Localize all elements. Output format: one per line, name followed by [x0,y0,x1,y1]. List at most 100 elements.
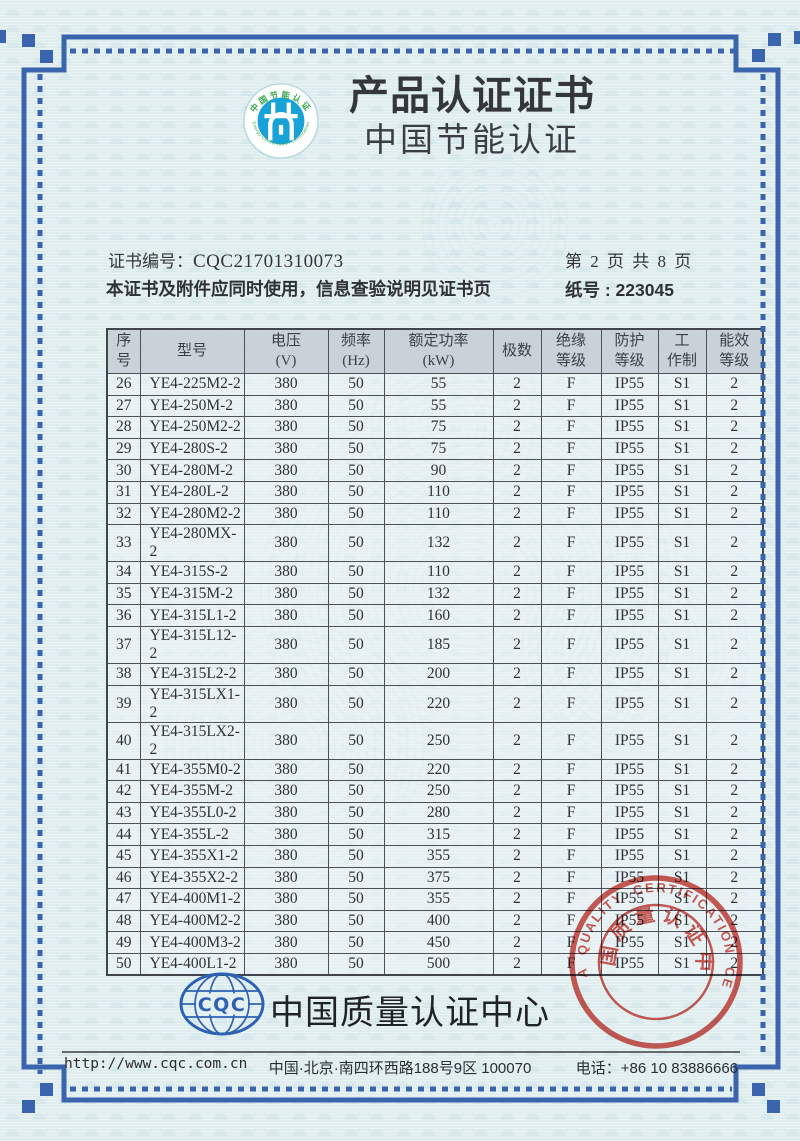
table-cell: 50 [327,866,385,890]
table-cell: 42 [106,780,141,803]
table-cell: YE4-225M2-2 [139,373,245,396]
table-cell: YE4-355X2-2 [139,866,245,890]
table-cell: 2 [705,844,764,868]
paper-number: 纸号 : 223045 [565,280,674,300]
table-cell: IP55 [600,437,659,461]
table-cell: F [540,801,602,825]
table-cell: 75 [383,416,494,439]
table-cell: 2 [492,662,542,686]
table-cell: 380 [243,373,329,396]
table-cell: YE4-280M2-2 [139,502,245,526]
table-cell: 50 [327,437,385,461]
table-cell: YE4-355M-2 [139,780,245,803]
table-cell: F [540,394,602,418]
table-cell: 50 [327,721,385,760]
table-cell: 55 [383,394,494,418]
table-cell: 50 [327,459,385,482]
table-cell: 380 [243,823,329,846]
table-cell: 380 [243,888,329,911]
table-cell: YE4-280L-2 [139,480,245,504]
table-cell: 380 [243,801,329,825]
table-row: 44 YE4-355L-2 380 50 315 2 F IP55 S1 2 [106,823,764,846]
table-cell: 28 [106,416,141,439]
table-cell: 50 [327,952,385,976]
table-cell: F [540,437,602,461]
table-cell: 2 [492,437,542,461]
table-cell: 450 [383,931,494,954]
table-cell: IP55 [600,416,659,439]
table-cell: YE4-250M-2 [139,394,245,418]
table-cell: 2 [492,480,542,504]
table-cell: YE4-315LX2-2 [139,721,245,760]
table-cell: 2 [705,931,764,954]
table-cell: 315 [383,823,494,846]
table-cell: 110 [383,561,494,584]
table-cell: 2 [705,662,764,686]
table-cell: F [540,758,602,782]
table-cell: S1 [657,931,707,954]
table-cell: 2 [492,952,542,976]
table-cell: 380 [243,437,329,461]
table-cell: 2 [492,909,542,933]
table-cell: 43 [106,801,141,825]
footer-phone: 电话：+86 10 83886666 [575,1060,738,1077]
table-cell: S1 [657,952,707,976]
table-cell: IP55 [600,459,659,482]
table-row: 序 号型号 电压 (V) 频率 (Hz) 额定功率 (kW) 极数 绝缘 等级 防护 等级工… [106,328,764,374]
table-cell: IP55 [600,373,659,396]
table-cell: 2 [492,561,542,584]
table-row: 43 YE4-355L0-2 380 50 280 2 F IP55 S1 2 [106,801,764,825]
table-cell: 380 [243,844,329,868]
table-cell: 110 [383,502,494,526]
table-cell: 2 [492,373,542,396]
table-cell: 380 [243,625,329,664]
table-cell: 30 [106,459,141,482]
table-cell: IP55 [600,394,659,418]
table-cell: 380 [243,416,329,439]
table-cell: 2 [705,909,764,933]
table-row: 36 YE4-315L1-2 380 50 160 2 F IP55 S1 2 [106,604,764,627]
table-cell: 2 [705,888,764,911]
table-cell: 39 [106,684,141,723]
table-cell: 250 [383,780,494,803]
table-cell: 2 [705,721,764,760]
table-cell: IP55 [600,684,659,723]
table-cell: F [540,909,602,933]
table-cell: YE4-400M3-2 [139,931,245,954]
table-cell: 2 [492,758,542,782]
table-cell: YE4-315L2-2 [139,662,245,686]
table-cell: 2 [492,844,542,868]
table-cell: 38 [106,662,141,686]
table-cell: S1 [657,502,707,526]
table-cell: 2 [705,625,764,664]
table-row: 34 YE4-315S-2 380 50 110 2 F IP55 S1 2 [106,561,764,584]
page-indicator: 第 2 页 共 8 页 [565,252,694,271]
table-cell: 2 [705,394,764,418]
table-cell: 50 [327,373,385,396]
table-cell: 380 [243,866,329,890]
column-header: 能效 等级 [705,328,764,374]
table-cell: 75 [383,437,494,461]
table-cell: S1 [657,721,707,760]
table-cell: 2 [492,416,542,439]
table-cell: 50 [327,909,385,933]
table-row: 47 YE4-400M1-2 380 50 355 2 F IP55 S1 2 [106,888,764,911]
table-cell: 200 [383,662,494,686]
table-cell: S1 [657,416,707,439]
table-cell: YE4-355M0-2 [139,758,245,782]
table-cell: F [540,480,602,504]
table-cell: 375 [383,866,494,890]
table-cell: 380 [243,524,329,563]
table-cell: YE4-315M-2 [139,582,245,606]
column-header: 极数 [492,328,542,374]
table-cell: 2 [705,604,764,627]
table-cell: IP55 [600,625,659,664]
table-cell: 2 [492,625,542,664]
table-cell: 44 [106,823,141,846]
table-cell: S1 [657,801,707,825]
table-cell: 132 [383,524,494,563]
table-row: 45 YE4-355X1-2 380 50 355 2 F IP55 S1 2 [106,844,764,868]
table-row: 48 YE4-400M2-2 380 50 400 2 F IP55 S1 2 [106,909,764,933]
table-cell: 2 [492,394,542,418]
